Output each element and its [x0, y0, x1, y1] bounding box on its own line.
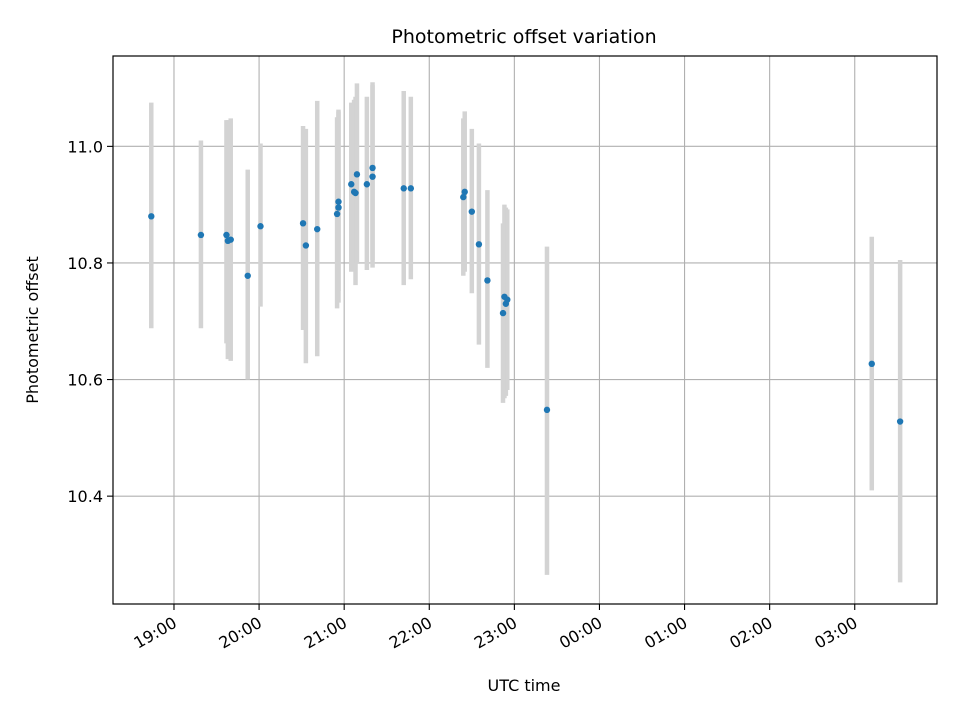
data-point	[197, 231, 205, 239]
data-point	[348, 181, 355, 188]
data-points	[148, 164, 904, 425]
data-point	[499, 309, 507, 317]
y-axis-label: Photometric offset	[23, 256, 42, 404]
data-point	[461, 188, 468, 196]
data-point	[335, 198, 342, 205]
grid	[113, 56, 937, 604]
data-point	[257, 223, 264, 230]
data-point	[460, 193, 467, 201]
data-point	[223, 231, 230, 239]
chart-title: Photometric offset variation	[391, 26, 656, 48]
x-axis-label: UTC time	[488, 676, 561, 695]
data-point	[227, 236, 234, 243]
data-point	[302, 242, 310, 249]
data-point	[407, 185, 415, 192]
data-point	[335, 204, 342, 211]
data-point	[353, 171, 361, 178]
data-point	[369, 173, 376, 180]
y-axis-ticks: 10.4 10.6 10.8 11.0	[67, 137, 113, 506]
data-point	[333, 210, 341, 218]
data-point	[468, 208, 476, 215]
data-point	[896, 418, 904, 425]
y-tick-label: 11.0	[67, 137, 103, 156]
plot-frame	[112, 55, 938, 605]
data-point	[400, 185, 407, 192]
y-tick-label: 10.6	[67, 371, 103, 390]
data-point	[369, 164, 376, 172]
data-point	[352, 189, 359, 197]
data-point	[363, 181, 371, 188]
data-point	[244, 272, 251, 279]
data-point	[314, 225, 321, 233]
data-point	[868, 360, 875, 368]
data-point	[299, 220, 307, 227]
data-point	[504, 296, 511, 303]
y-tick-label: 10.4	[67, 487, 103, 506]
data-point	[475, 241, 483, 248]
data-point	[148, 213, 155, 220]
data-point	[543, 406, 551, 414]
y-tick-label: 10.8	[67, 254, 103, 273]
data-point	[484, 277, 491, 284]
